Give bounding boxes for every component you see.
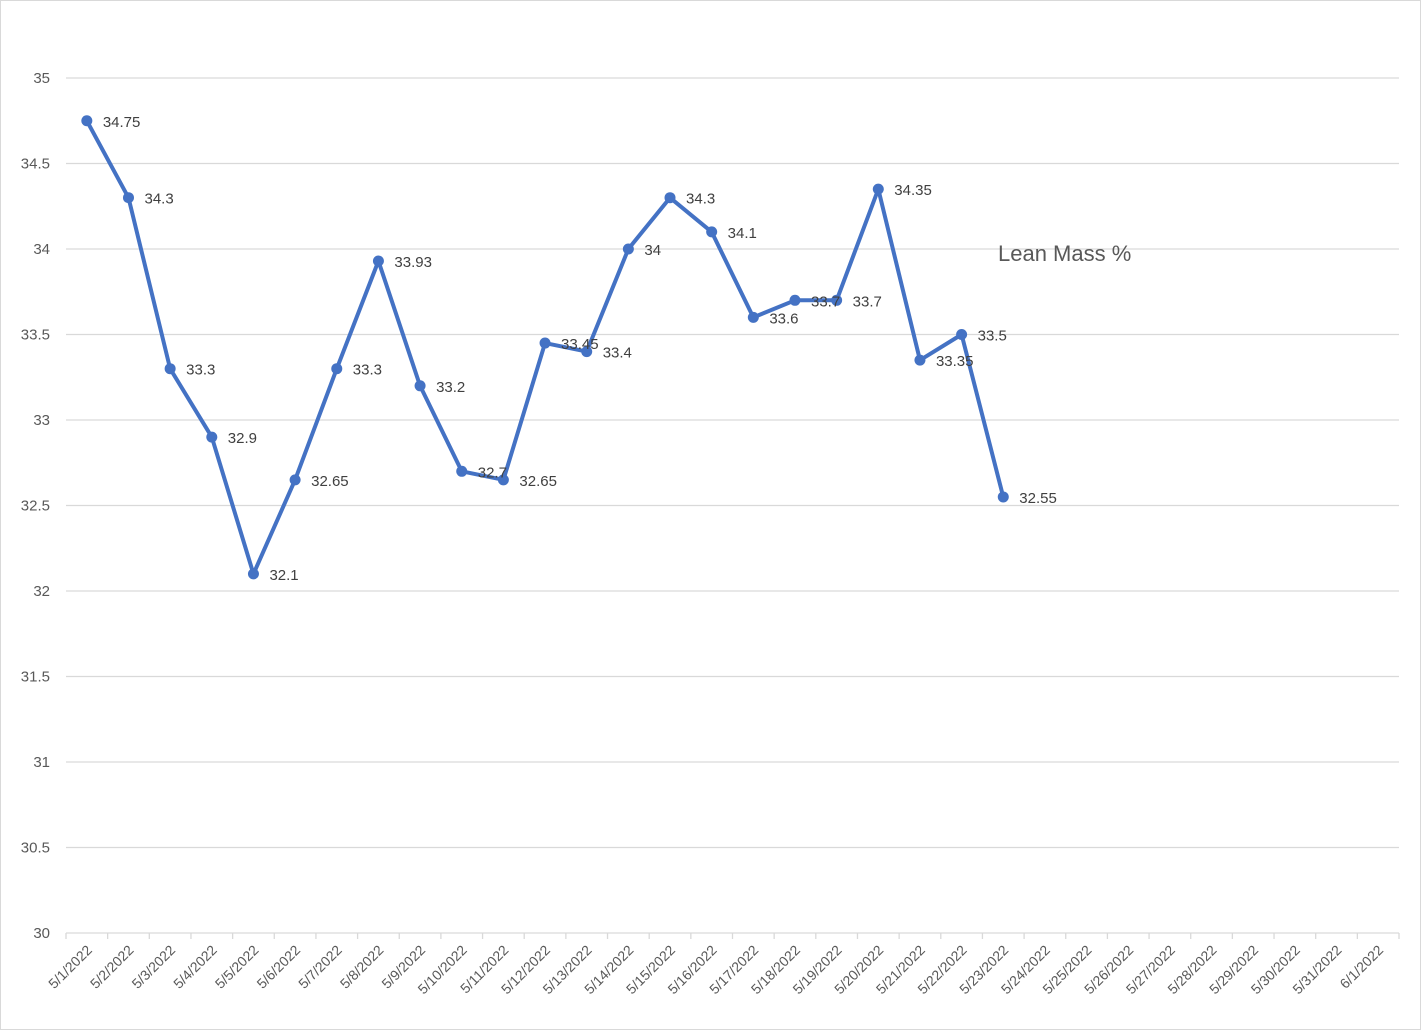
- data-point-marker: [581, 346, 593, 358]
- data-label: 32.9: [228, 430, 257, 447]
- y-tick-label: 33.5: [21, 327, 50, 344]
- data-label: 32.1: [269, 567, 298, 584]
- data-label: 33.3: [186, 362, 215, 379]
- data-point-marker: [414, 380, 426, 392]
- x-tick-label: 5/6/2022: [253, 942, 303, 992]
- data-label: 32.65: [311, 473, 349, 490]
- data-label: 33.4: [603, 345, 632, 362]
- data-label: 33.6: [769, 310, 798, 327]
- data-label: 34.1: [728, 225, 757, 242]
- x-tick-label: 5/7/2022: [295, 942, 345, 992]
- data-label: 33.3: [353, 362, 382, 379]
- data-point-marker: [997, 491, 1009, 503]
- data-label: 34: [644, 242, 661, 259]
- series-lean-mass: [81, 115, 1009, 580]
- data-label: 34.3: [686, 191, 715, 208]
- data-label: 34.35: [894, 182, 932, 199]
- gridlines: [66, 77, 1399, 934]
- data-point-marker: [622, 243, 634, 255]
- data-label: 34.3: [144, 191, 173, 208]
- data-label: 33.93: [394, 254, 432, 271]
- y-tick-label: 33: [33, 412, 50, 429]
- data-point-marker: [331, 363, 343, 375]
- y-tick-label: 30.5: [21, 840, 50, 857]
- chart-title: Lean Mass %: [998, 241, 1131, 266]
- data-point-marker: [956, 329, 968, 340]
- data-point-marker: [789, 294, 801, 306]
- x-tick-label: 5/5/2022: [212, 942, 262, 992]
- data-point-marker: [164, 363, 176, 375]
- data-label: 34.75: [103, 114, 141, 131]
- x-tick-label: 5/3/2022: [128, 942, 178, 992]
- data-point-marker: [372, 255, 384, 267]
- data-point-marker: [872, 183, 884, 195]
- data-point-marker: [747, 311, 759, 323]
- y-axis: 30 30.5 31 31.5 32 32.5 33 33.5 34 34.5 35: [21, 70, 50, 942]
- data-label: 33.2: [436, 379, 465, 396]
- y-tick-label: 31: [33, 754, 50, 771]
- data-label: 32.65: [519, 473, 557, 490]
- y-tick-label: 35: [33, 70, 50, 87]
- data-label: 33.45: [561, 336, 599, 353]
- data-point-marker: [914, 354, 926, 366]
- x-tick-label: 5/1/2022: [45, 942, 95, 992]
- x-tick-label: 5/2/2022: [87, 942, 137, 992]
- y-tick-label: 32.5: [21, 498, 50, 515]
- data-labels: 34.75 34.3 33.3 32.9 32.1 32.65 33.3 33.93 33.2 3…: [103, 114, 1057, 584]
- x-tick-label: 5/4/2022: [170, 942, 220, 992]
- data-label: 32.7: [478, 464, 507, 481]
- x-axis: 5/1/20225/2/20225/3/20225/4/20225/5/2022…: [45, 933, 1400, 997]
- data-point-marker: [664, 192, 676, 204]
- y-tick-label: 34: [33, 241, 50, 258]
- data-label: 32.55: [1019, 490, 1057, 507]
- y-tick-label: 32: [33, 583, 50, 600]
- data-point-marker: [81, 115, 93, 127]
- x-tick-label: 6/1/2022: [1336, 942, 1386, 992]
- y-tick-label: 30: [33, 925, 50, 942]
- data-point-marker: [831, 294, 843, 306]
- data-label: 33.35: [936, 353, 974, 370]
- y-tick-label: 31.5: [21, 669, 50, 686]
- data-label: 33.7: [811, 293, 840, 310]
- data-point-marker: [247, 568, 259, 580]
- data-point-marker: [706, 226, 718, 238]
- data-point-marker: [122, 192, 134, 204]
- data-point-marker: [289, 474, 301, 486]
- data-label: 33.5: [978, 328, 1007, 345]
- data-point-marker: [539, 337, 551, 349]
- data-point-marker: [456, 465, 468, 477]
- data-point-marker: [497, 474, 509, 486]
- data-label: 33.7: [853, 293, 882, 310]
- x-tick-label: 5/8/2022: [337, 942, 387, 992]
- data-point-marker: [206, 431, 218, 443]
- y-tick-label: 34.5: [21, 156, 50, 173]
